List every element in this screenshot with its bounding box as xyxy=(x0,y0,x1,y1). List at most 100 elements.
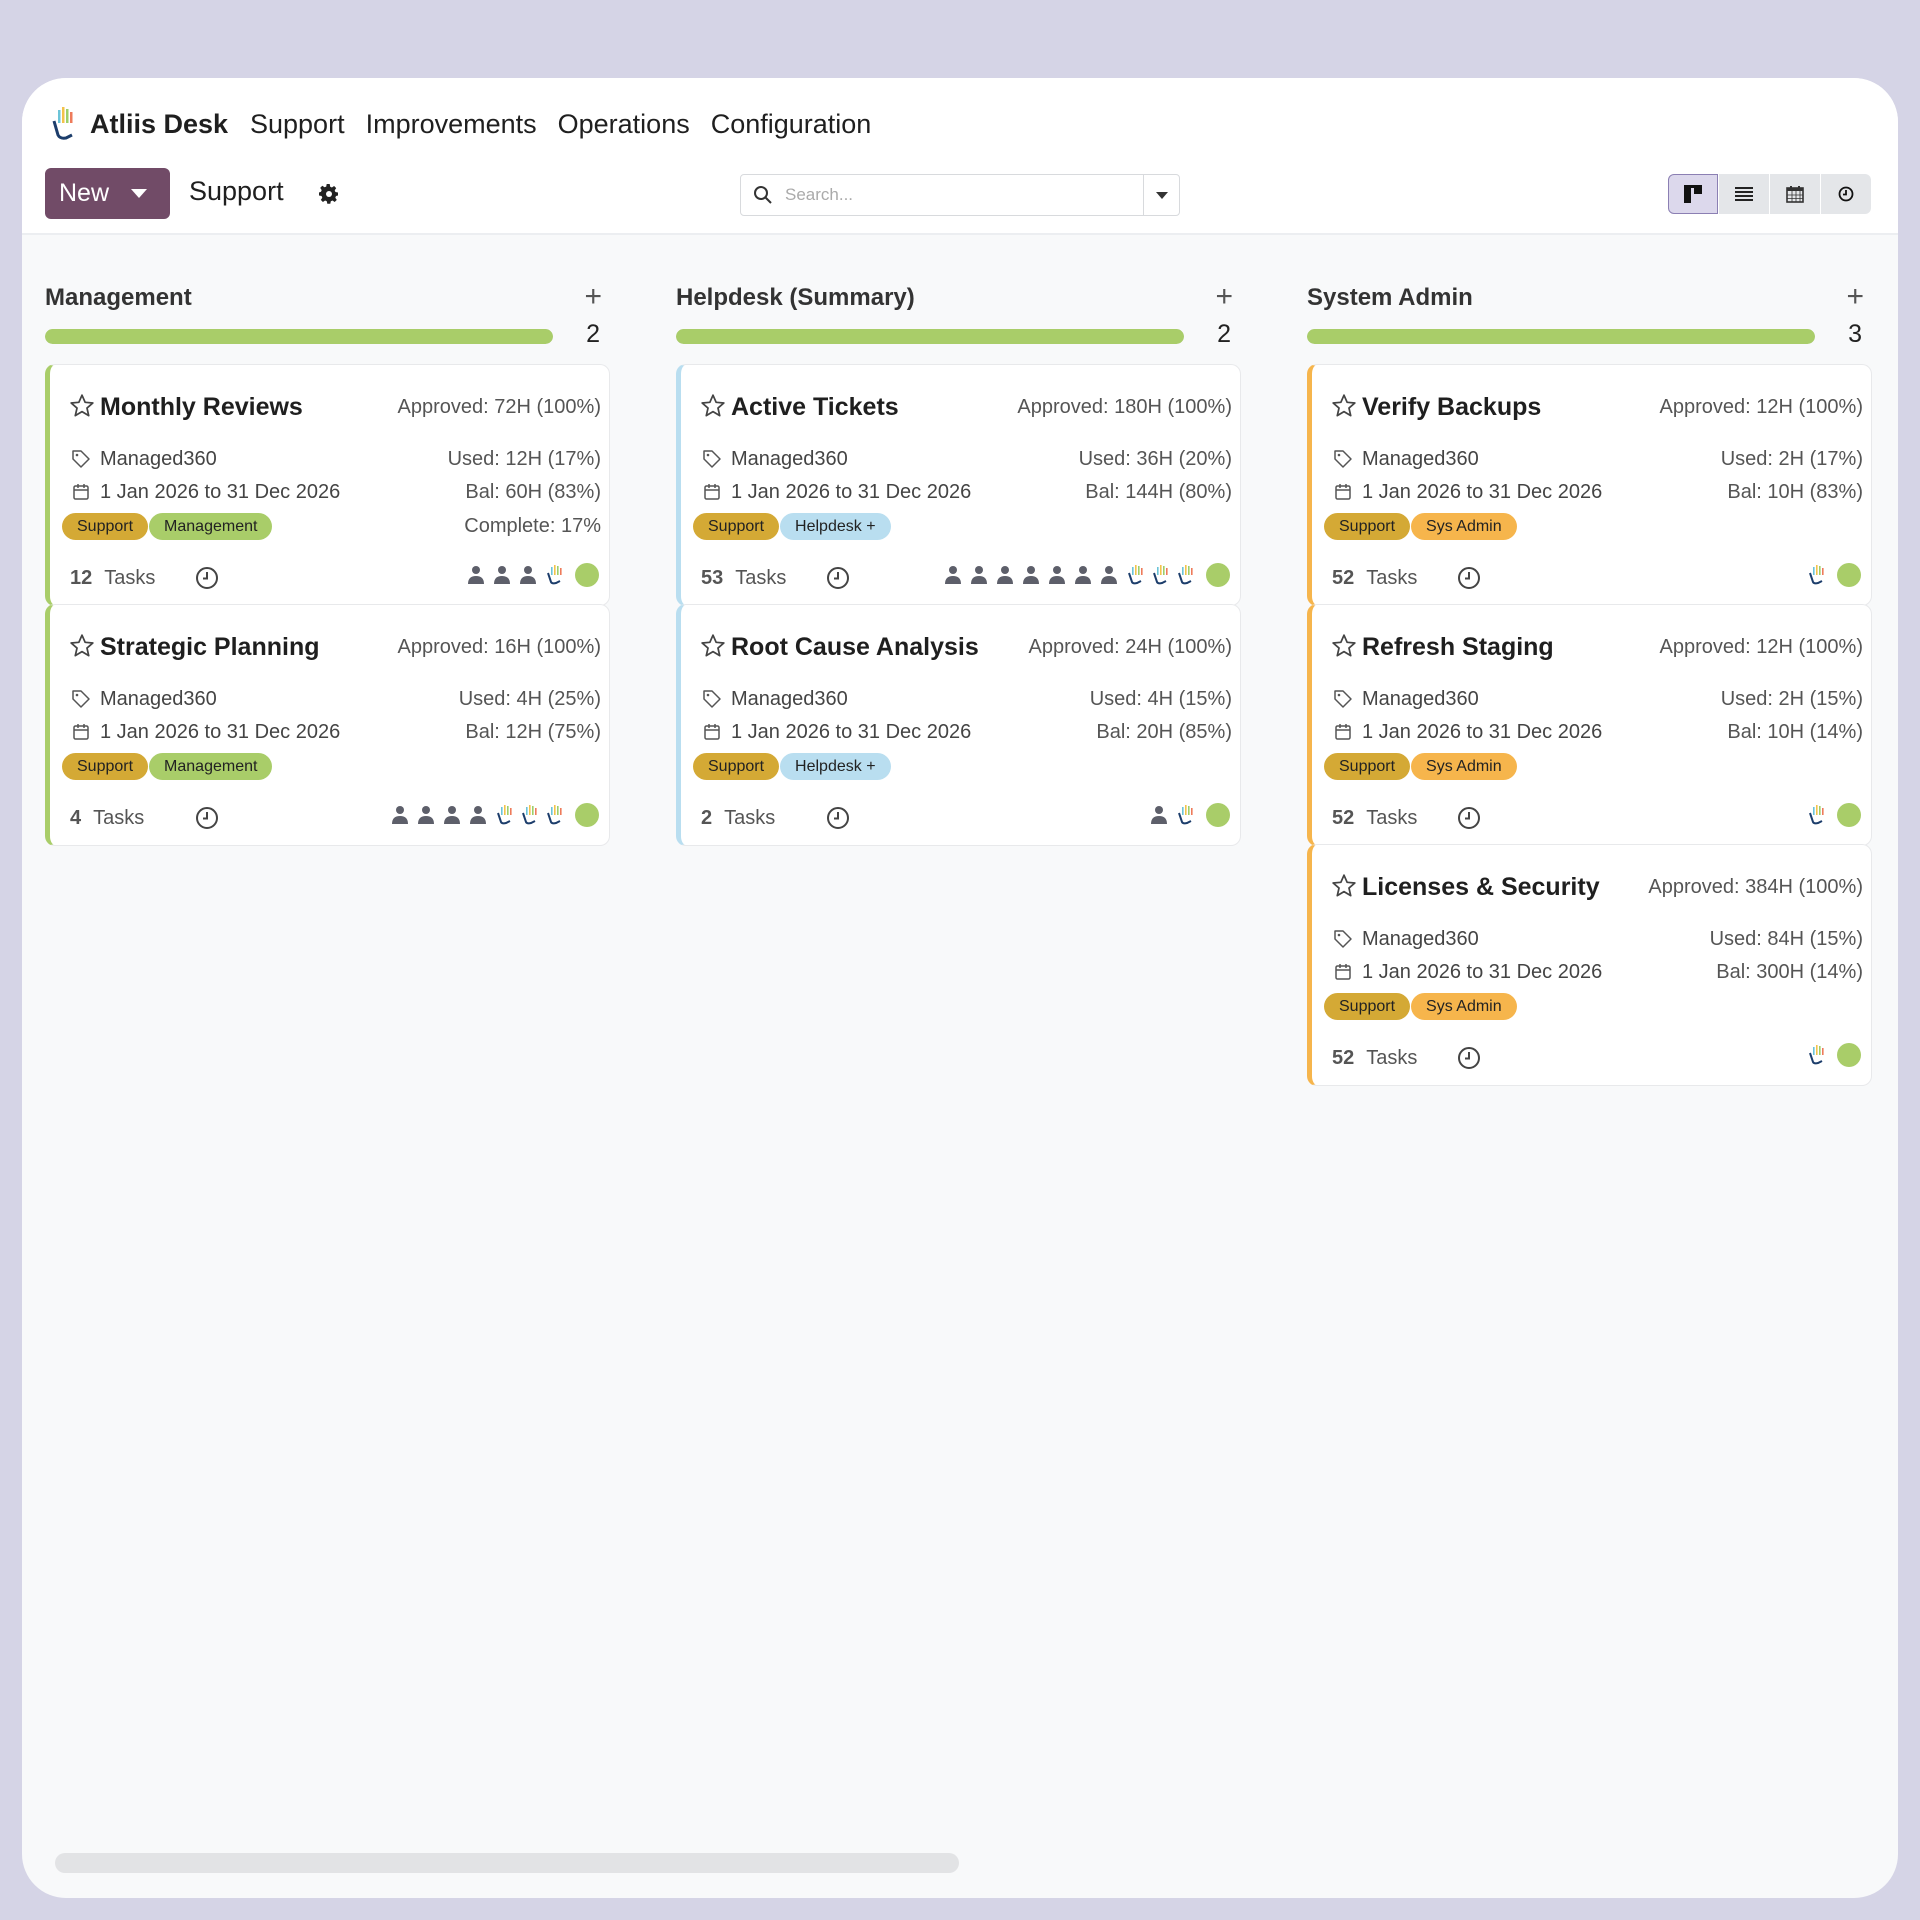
caret-down-icon[interactable] xyxy=(131,189,148,198)
task-count-label: Tasks xyxy=(93,807,145,829)
star-icon[interactable] xyxy=(1331,633,1357,659)
task-count[interactable]: 2 Tasks xyxy=(701,807,775,830)
tag-badge[interactable]: Support xyxy=(1324,753,1411,780)
menu-support[interactable]: Support xyxy=(250,108,345,139)
star-icon[interactable] xyxy=(1331,393,1357,419)
new-button[interactable]: New xyxy=(45,168,170,219)
user-avatar-icon[interactable] xyxy=(518,565,538,585)
task-count[interactable]: 53 Tasks xyxy=(701,567,786,590)
star-icon[interactable] xyxy=(69,633,95,659)
star-icon[interactable] xyxy=(700,393,726,419)
user-avatar-icon[interactable] xyxy=(492,565,512,585)
star-icon[interactable] xyxy=(1331,873,1357,899)
tag-badge[interactable]: Sys Admin xyxy=(1411,513,1517,540)
search-input[interactable] xyxy=(785,185,1125,205)
task-count[interactable]: 52 Tasks xyxy=(1332,1047,1417,1070)
tag-badge[interactable]: Support xyxy=(1324,993,1411,1020)
menu-improvements[interactable]: Improvements xyxy=(365,108,537,139)
user-avatar-icon[interactable] xyxy=(1047,565,1067,585)
tag-badge[interactable]: Support xyxy=(693,753,780,780)
atliis-hand-icon[interactable] xyxy=(1152,565,1169,585)
user-avatar-icon[interactable] xyxy=(1073,565,1093,585)
project-card[interactable]: Licenses & Security Approved: 384H (100%)… xyxy=(1307,844,1872,1086)
user-avatar-icon[interactable] xyxy=(442,805,462,825)
status-indicator[interactable] xyxy=(1206,803,1230,827)
add-card-button[interactable]: + xyxy=(1846,280,1864,313)
column-title[interactable]: Helpdesk (Summary) xyxy=(676,284,915,311)
column-progress-bar[interactable] xyxy=(676,329,1184,344)
tag-badge[interactable]: Support xyxy=(1324,513,1411,540)
tag-badge[interactable]: Support xyxy=(62,513,149,540)
calendar-view-button[interactable] xyxy=(1770,174,1820,214)
user-avatar-icon[interactable] xyxy=(468,805,488,825)
user-avatar-icon[interactable] xyxy=(969,565,989,585)
column-title[interactable]: System Admin xyxy=(1307,284,1473,311)
search-options-toggle[interactable] xyxy=(1143,175,1179,215)
menu-operations[interactable]: Operations xyxy=(557,108,690,139)
atliis-hand-icon[interactable] xyxy=(1127,565,1144,585)
task-count[interactable]: 4 Tasks xyxy=(70,807,144,830)
atliis-hand-icon[interactable] xyxy=(1808,1045,1825,1065)
kanban-view-button[interactable] xyxy=(1668,174,1718,214)
atliis-hand-icon[interactable] xyxy=(546,565,563,585)
tag-badge[interactable]: Sys Admin xyxy=(1411,993,1517,1020)
activity-view-button[interactable] xyxy=(1821,174,1871,214)
clock-icon[interactable] xyxy=(1457,806,1481,830)
task-count[interactable]: 52 Tasks xyxy=(1332,807,1417,830)
horizontal-scrollbar[interactable] xyxy=(55,1853,959,1873)
add-card-button[interactable]: + xyxy=(584,280,602,313)
project-card[interactable]: Monthly Reviews Approved: 72H (100%) Manag… xyxy=(45,364,610,606)
star-icon[interactable] xyxy=(69,393,95,419)
column-title[interactable]: Management xyxy=(45,284,192,311)
column-progress-bar[interactable] xyxy=(45,329,553,344)
task-count[interactable]: 12 Tasks xyxy=(70,567,155,590)
atliis-hand-icon[interactable] xyxy=(496,805,513,825)
task-count[interactable]: 52 Tasks xyxy=(1332,567,1417,590)
status-indicator[interactable] xyxy=(1837,563,1861,587)
add-card-button[interactable]: + xyxy=(1215,280,1233,313)
clock-icon[interactable] xyxy=(195,566,219,590)
clock-icon[interactable] xyxy=(195,806,219,830)
atliis-hand-icon[interactable] xyxy=(546,805,563,825)
list-view-button[interactable] xyxy=(1719,174,1769,214)
menu-configuration[interactable]: Configuration xyxy=(710,108,872,139)
project-card[interactable]: Refresh Staging Approved: 12H (100%) Manag… xyxy=(1307,604,1872,846)
atliis-hand-icon[interactable] xyxy=(1808,805,1825,825)
tag-badge[interactable]: Sys Admin xyxy=(1411,753,1517,780)
status-indicator[interactable] xyxy=(575,803,599,827)
column-progress-bar[interactable] xyxy=(1307,329,1815,344)
atliis-hand-icon[interactable] xyxy=(1808,565,1825,585)
star-icon[interactable] xyxy=(700,633,726,659)
user-avatar-icon[interactable] xyxy=(1099,565,1119,585)
tag-badge[interactable]: Support xyxy=(62,753,149,780)
tag-badge[interactable]: Helpdesk + xyxy=(780,513,891,540)
user-avatar-icon[interactable] xyxy=(995,565,1015,585)
user-avatar-icon[interactable] xyxy=(1021,565,1041,585)
clock-icon[interactable] xyxy=(1457,1046,1481,1070)
status-indicator[interactable] xyxy=(1837,803,1861,827)
user-avatar-icon[interactable] xyxy=(943,565,963,585)
user-avatar-icon[interactable] xyxy=(466,565,486,585)
user-avatar-icon[interactable] xyxy=(1149,805,1169,825)
status-indicator[interactable] xyxy=(1206,563,1230,587)
clock-icon[interactable] xyxy=(826,806,850,830)
tag-badge[interactable]: Management xyxy=(149,513,273,540)
project-card[interactable]: Root Cause Analysis Approved: 24H (100%) M… xyxy=(676,604,1241,846)
atliis-hand-icon[interactable] xyxy=(1177,805,1194,825)
user-avatar-icon[interactable] xyxy=(416,805,436,825)
project-card[interactable]: Strategic Planning Approved: 16H (100%) Ma… xyxy=(45,604,610,846)
app-brand[interactable]: Atliis Desk xyxy=(50,104,228,144)
status-indicator[interactable] xyxy=(575,563,599,587)
atliis-hand-icon[interactable] xyxy=(1177,565,1194,585)
atliis-hand-icon[interactable] xyxy=(521,805,538,825)
clock-icon[interactable] xyxy=(1457,566,1481,590)
project-card[interactable]: Active Tickets Approved: 180H (100%) Manag… xyxy=(676,364,1241,606)
gear-icon[interactable] xyxy=(317,182,341,206)
tag-badge[interactable]: Management xyxy=(149,753,273,780)
project-card[interactable]: Verify Backups Approved: 12H (100%) Manage… xyxy=(1307,364,1872,606)
tag-badge[interactable]: Helpdesk + xyxy=(780,753,891,780)
user-avatar-icon[interactable] xyxy=(390,805,410,825)
status-indicator[interactable] xyxy=(1837,1043,1861,1067)
tag-badge[interactable]: Support xyxy=(693,513,780,540)
clock-icon[interactable] xyxy=(826,566,850,590)
